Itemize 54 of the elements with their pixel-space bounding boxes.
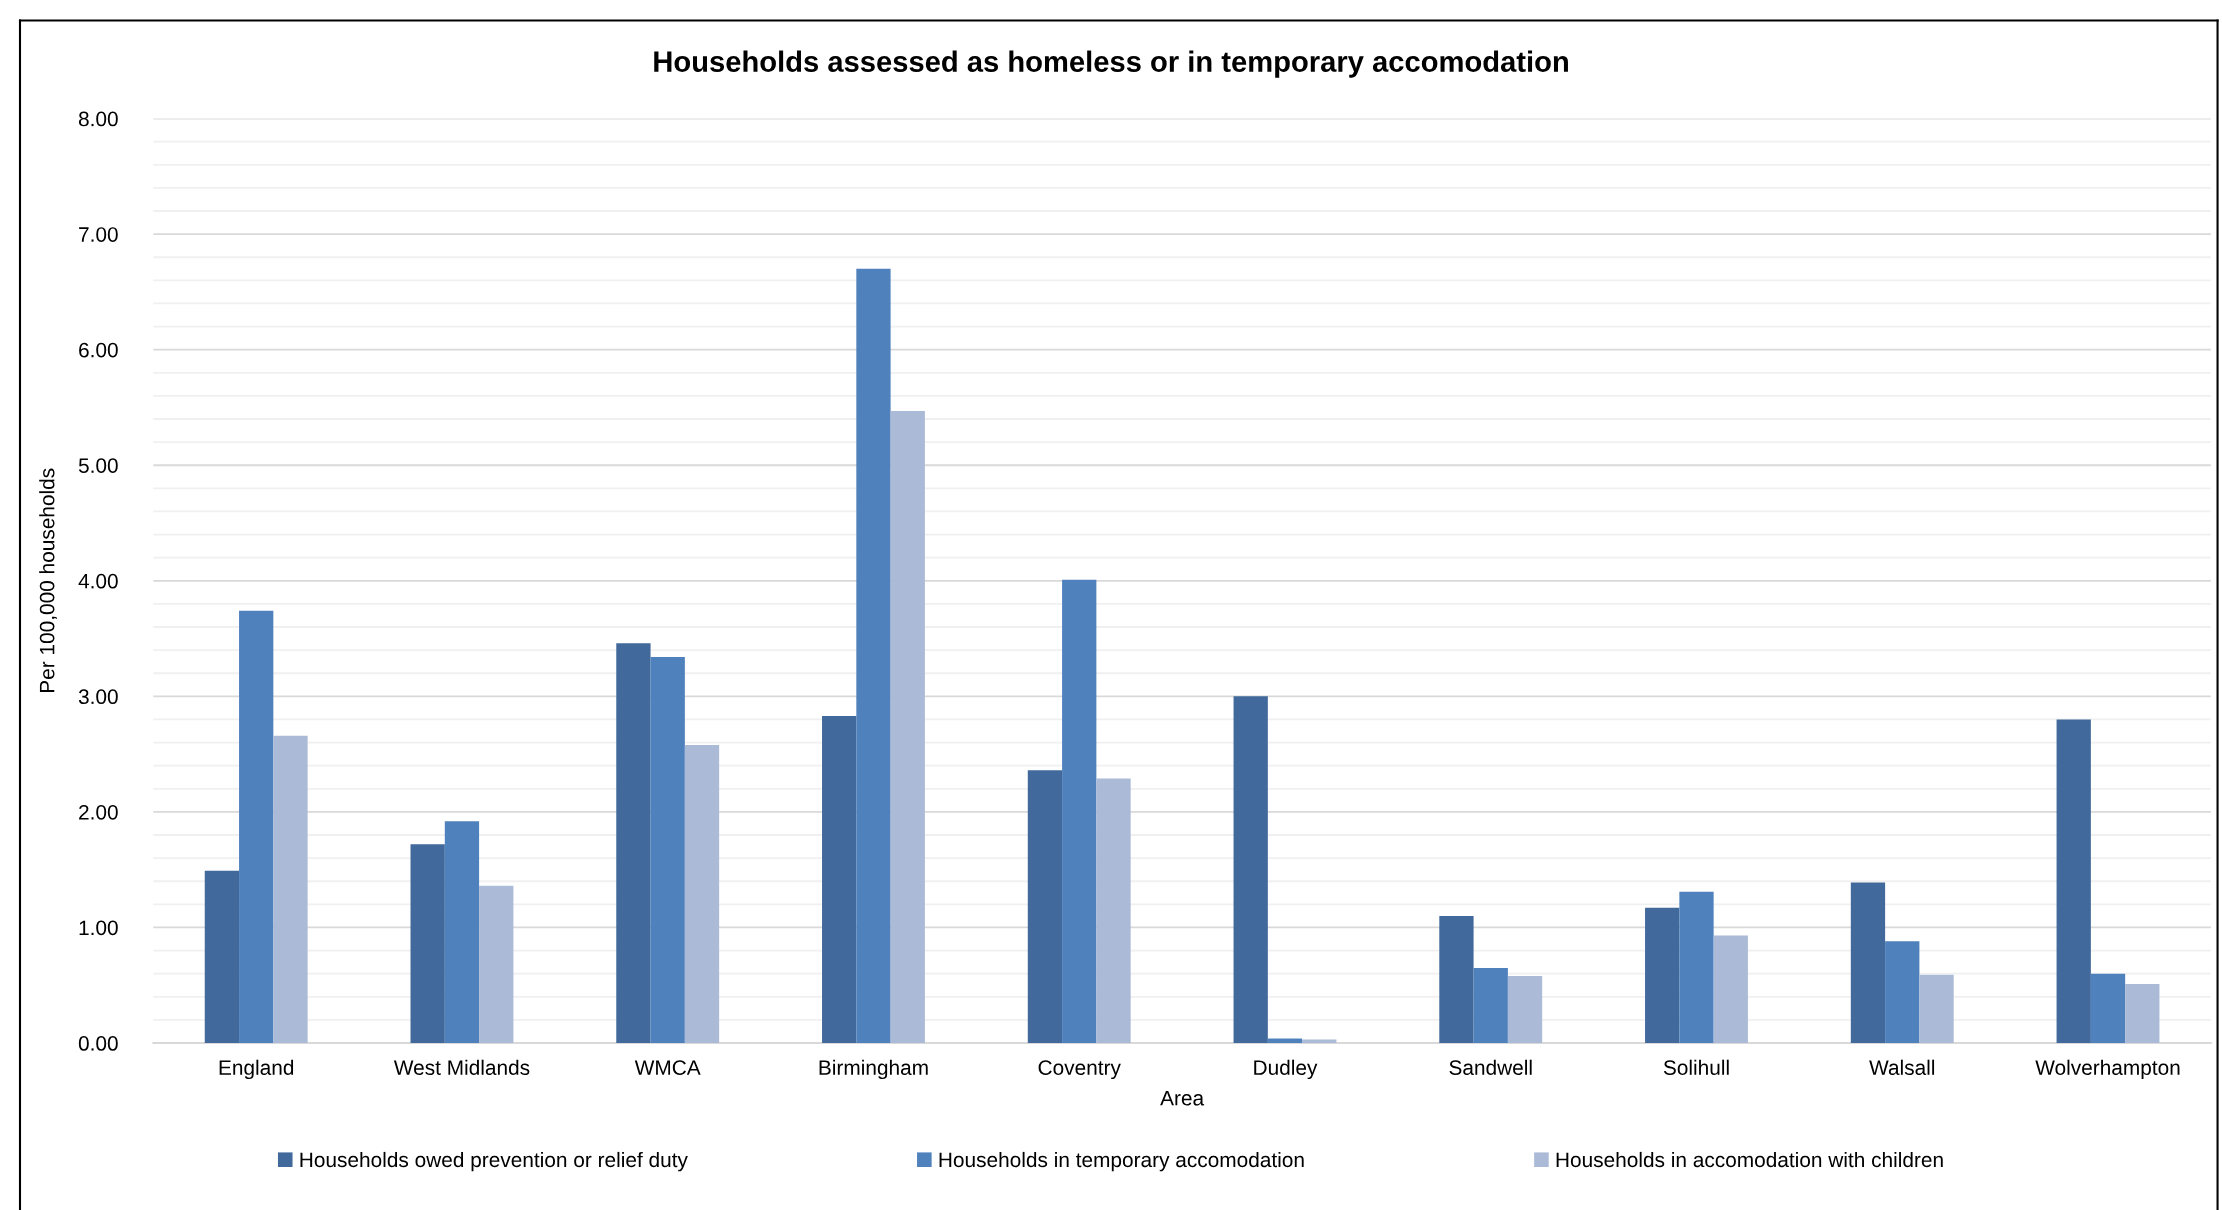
y-tick-label: 8.00 xyxy=(78,111,118,127)
chart-title: Households assessed as homeless or in temporary accomodation xyxy=(654,50,1568,78)
bar xyxy=(1027,770,1063,1044)
bar xyxy=(1713,935,1748,1044)
bar xyxy=(273,735,308,1044)
legend-label: Households in temporary accomodation xyxy=(939,1151,1304,1172)
legend-label: Households in accomodation with children xyxy=(1556,1151,1943,1168)
y-tick-label: 0.00 xyxy=(78,1036,118,1051)
x-tick-label: Solihull xyxy=(1663,1059,1729,1075)
bar xyxy=(890,410,925,1044)
x-axis-title: Area xyxy=(1160,1090,1205,1106)
x-tick-label: WMCA xyxy=(634,1060,701,1075)
bar xyxy=(479,885,514,1044)
bar xyxy=(1096,778,1131,1044)
bar xyxy=(856,268,891,1044)
legend-label: Households owed prevention or relief duty xyxy=(300,1151,688,1172)
y-tick-label: 1.00 xyxy=(79,920,118,936)
y-tick-label: 2.00 xyxy=(79,804,118,820)
x-tick-label: Dudley xyxy=(1254,1059,1318,1080)
bar xyxy=(410,844,445,1044)
bar xyxy=(1062,579,1097,1044)
x-tick-label: Walsall xyxy=(1869,1059,1935,1075)
bar xyxy=(822,716,857,1044)
bar xyxy=(650,657,685,1044)
bar xyxy=(1919,974,1954,1044)
y-axis-title: Per 100,000 households xyxy=(39,468,57,693)
bar xyxy=(1507,976,1543,1044)
y-tick-label: 4.00 xyxy=(78,573,118,589)
bar xyxy=(1850,882,1886,1044)
bar xyxy=(1439,915,1474,1044)
y-tick-label: 3.00 xyxy=(78,689,118,705)
y-tick-label: 6.00 xyxy=(79,342,118,358)
bar xyxy=(1473,967,1508,1044)
bar xyxy=(1267,1038,1303,1044)
x-tick-label: Sandwell xyxy=(1449,1059,1532,1075)
y-tick-label: 5.00 xyxy=(78,458,118,473)
x-tick-label: England xyxy=(219,1059,294,1080)
bar xyxy=(616,643,651,1044)
x-tick-label: Birmingham xyxy=(819,1059,928,1080)
bar xyxy=(444,821,480,1044)
bar xyxy=(1233,696,1268,1044)
bar xyxy=(1679,891,1714,1044)
x-tick-label: West Midlands xyxy=(393,1059,530,1075)
bar xyxy=(1885,941,1920,1044)
bar xyxy=(239,610,274,1044)
x-tick-label: Wolverhampton xyxy=(2035,1059,2180,1080)
bar xyxy=(2125,984,2160,1044)
x-tick-label: Coventry xyxy=(1038,1060,1121,1080)
bar xyxy=(1645,907,1680,1044)
y-tick-label: 7.00 xyxy=(79,227,118,242)
bar xyxy=(204,870,240,1044)
bar xyxy=(684,744,720,1044)
bar xyxy=(2090,973,2126,1044)
bar xyxy=(2056,719,2091,1044)
